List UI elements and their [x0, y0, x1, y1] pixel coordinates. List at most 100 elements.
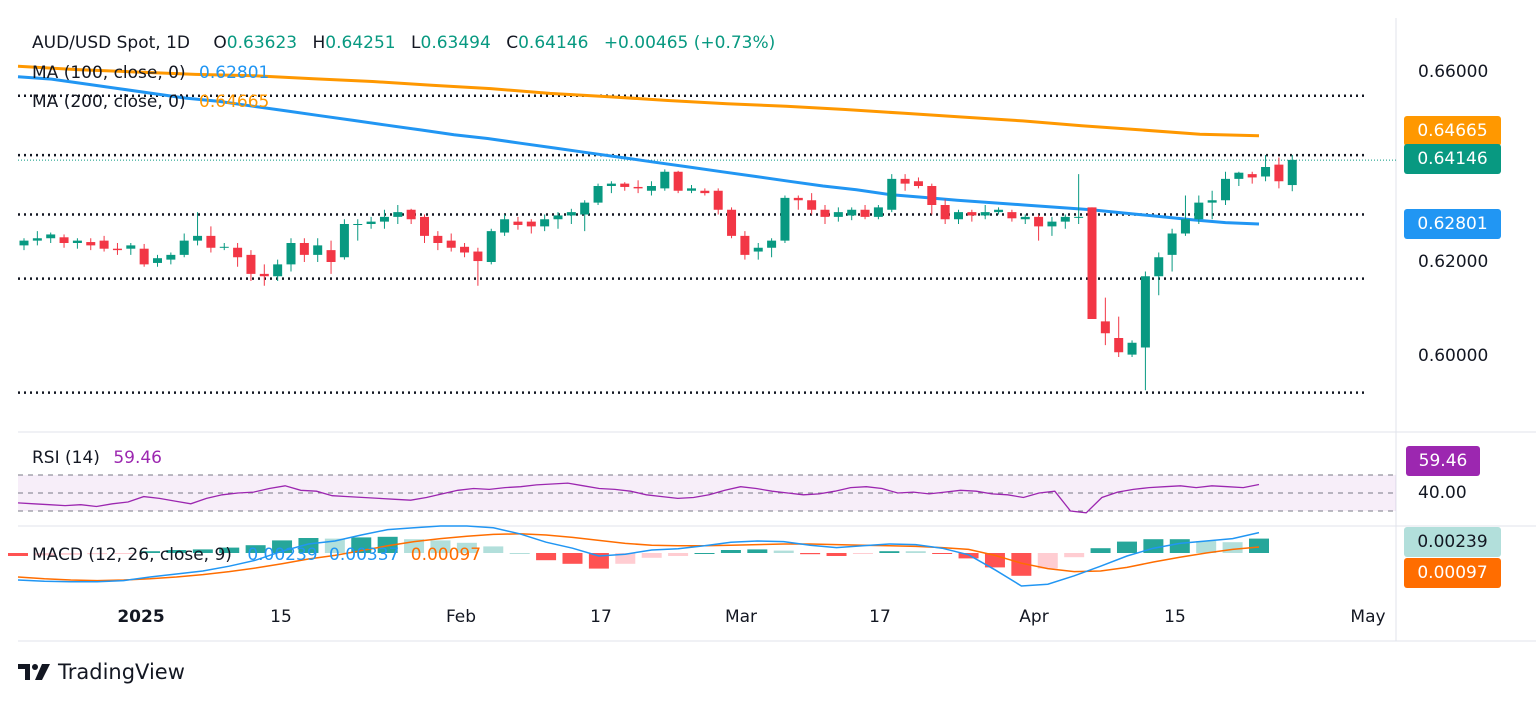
macd-histogram-bar	[509, 553, 530, 554]
candle-body	[126, 245, 136, 249]
candle-body	[780, 197, 790, 241]
candle-body	[606, 183, 616, 186]
macd-histogram-bar	[773, 550, 794, 553]
candle-body	[406, 209, 416, 220]
rsi-badge: 59.46	[1406, 446, 1480, 476]
macd-histogram-bar	[1222, 542, 1243, 553]
candle-body	[593, 186, 603, 203]
macd-histogram-bar	[483, 546, 504, 553]
macd-histogram-bar	[694, 553, 715, 554]
candle-body	[633, 186, 643, 189]
candle-body	[566, 212, 576, 216]
candle-body	[673, 171, 683, 191]
candle-body	[740, 235, 750, 255]
candle-body	[166, 254, 176, 260]
candle-body	[1180, 219, 1190, 234]
macd-histogram-bar	[60, 553, 81, 555]
candle-body	[860, 209, 870, 217]
candle-body	[86, 242, 96, 246]
candle-body	[1047, 221, 1057, 227]
tradingview-wordmark: TradingView	[58, 660, 185, 684]
ma200-line	[17, 64, 1260, 138]
rsi-value: 59.46	[113, 448, 162, 468]
candle-body	[1074, 216, 1084, 218]
candle-body	[1221, 178, 1230, 201]
macd-histogram-bar	[800, 553, 821, 555]
candle-body	[1140, 276, 1150, 348]
candle-body	[219, 246, 229, 248]
ma200-badge: 0.64665	[1404, 116, 1501, 146]
candle-body	[793, 197, 803, 201]
candle-body	[1207, 200, 1217, 203]
open-value: 0.63623	[226, 33, 298, 53]
candle-body	[526, 221, 536, 227]
candle-body	[940, 205, 950, 220]
candle-body	[887, 178, 897, 210]
macd-histogram-bar	[8, 553, 28, 556]
macd-histogram-bar	[113, 553, 134, 554]
macd-histogram-bar	[1249, 538, 1269, 553]
ma200-label: MA (200, close, 0)	[32, 92, 186, 112]
macd-histogram-bar	[219, 547, 240, 553]
candle-body	[153, 258, 162, 263]
macd-histogram-bar	[87, 553, 108, 555]
macd-label: MACD (12, 26, close, 9)	[32, 545, 232, 565]
candle-body	[460, 246, 470, 253]
time-axis-label: 15	[270, 607, 292, 627]
time-axis-label: May	[1350, 607, 1386, 627]
candle-body	[1234, 172, 1244, 179]
candle-body	[339, 224, 349, 258]
candle-body	[927, 186, 937, 205]
candle-body	[46, 234, 56, 239]
candle-body	[326, 250, 336, 262]
candle-body	[179, 240, 189, 255]
macd-histogram-bar	[641, 553, 662, 558]
change-value: +0.00465 (+0.73%)	[603, 33, 776, 53]
macd-histogram-bar	[562, 553, 583, 564]
candle-body	[1087, 207, 1097, 319]
macd-histogram-bar	[1169, 539, 1190, 553]
macd-signal-line	[17, 533, 1260, 582]
candle-body	[112, 248, 122, 251]
ma100-legend: MA (100, close, 0) 0.62801	[32, 63, 269, 83]
tradingview-logo[interactable]: TradingView	[18, 660, 185, 684]
candle-body	[313, 245, 323, 255]
candle-body	[1100, 321, 1110, 334]
candle-body	[513, 221, 523, 225]
ma100-line	[17, 75, 1260, 226]
candle-body	[206, 235, 216, 248]
candle-body	[913, 181, 923, 186]
candle-body	[1261, 167, 1271, 177]
candle-body	[807, 200, 817, 210]
symbol-label: AUD/USD Spot, 1D	[32, 33, 190, 53]
time-axis-label: 2025	[117, 607, 165, 627]
close-label: C	[506, 33, 519, 53]
candle-body	[1020, 216, 1030, 220]
candle-body	[900, 178, 910, 184]
candle-body	[259, 273, 269, 277]
high-value: 0.64251	[325, 33, 396, 53]
candle-body	[700, 190, 710, 194]
candle-body	[820, 209, 830, 217]
low-label: L	[411, 33, 421, 53]
macd-signal-legend-value: 0.00337	[329, 545, 400, 565]
candle-body	[1007, 212, 1017, 219]
candle-body	[500, 219, 510, 233]
candle-body	[1167, 233, 1177, 255]
macd-badge: 0.00239	[1404, 527, 1501, 557]
ma100-badge: 0.62801	[1404, 209, 1501, 239]
candle-body	[193, 235, 203, 241]
macd-histogram-bar	[668, 553, 689, 556]
candle-body	[353, 224, 363, 225]
candle-body	[713, 190, 723, 210]
candle-body	[1114, 338, 1124, 353]
candle-body	[486, 231, 496, 262]
time-axis-label: 17	[590, 607, 612, 627]
macd-histogram-bar	[430, 540, 451, 553]
rsi-axis-label: 40.00	[1418, 483, 1467, 503]
candle-body	[246, 254, 256, 274]
candle-body	[19, 240, 29, 246]
candle-body	[660, 171, 670, 189]
last-price-badge: 0.64146	[1404, 144, 1501, 174]
